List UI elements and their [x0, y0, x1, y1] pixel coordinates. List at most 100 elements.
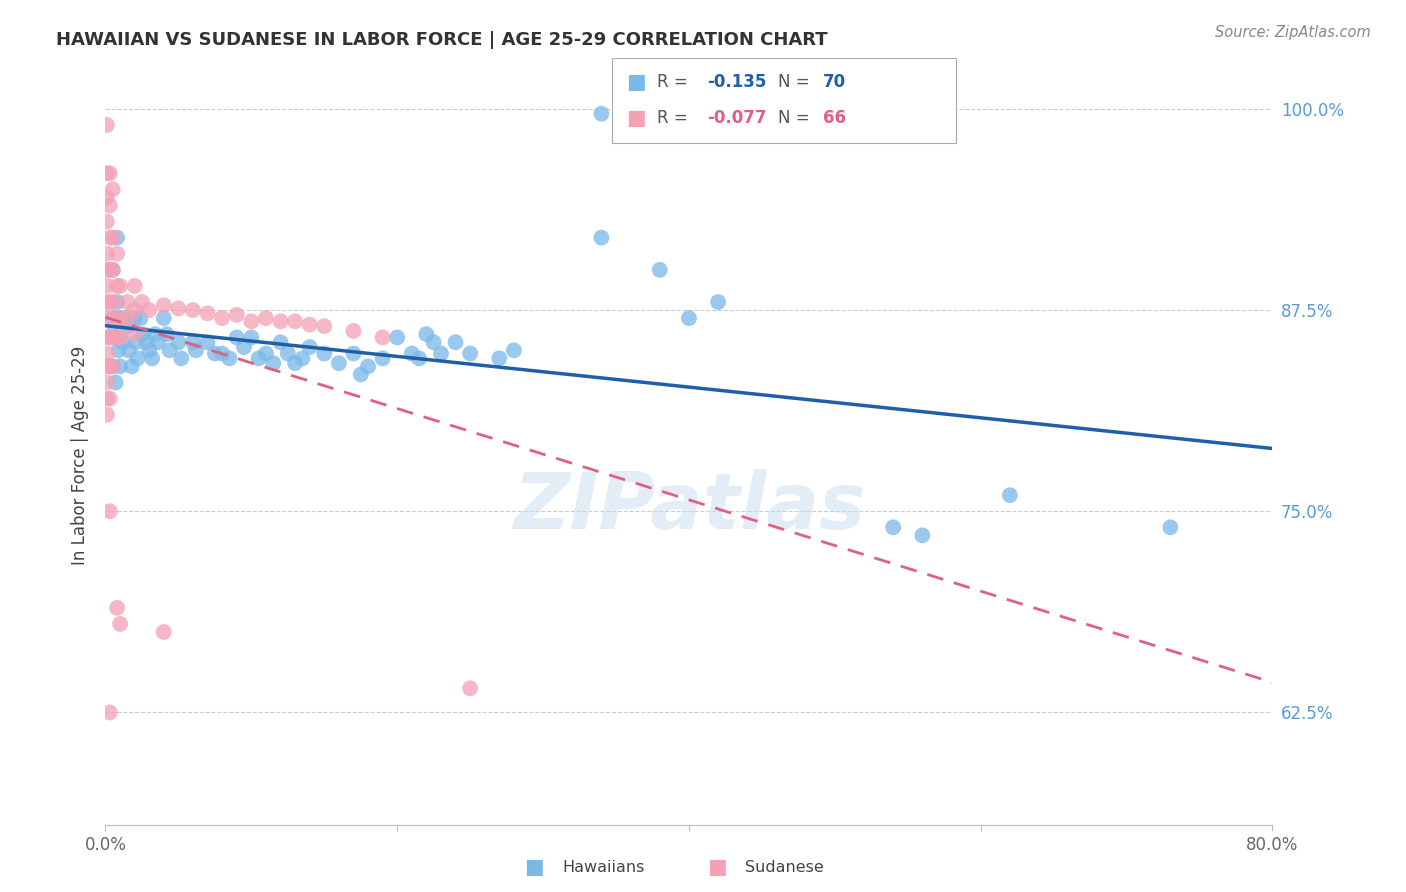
Hawaiians [105, 230, 128, 244]
Hawaiians [101, 327, 124, 342]
Text: R =: R = [657, 109, 693, 127]
Text: HAWAIIAN VS SUDANESE IN LABOR FORCE | AGE 25-29 CORRELATION CHART: HAWAIIAN VS SUDANESE IN LABOR FORCE | AG… [56, 31, 828, 49]
Hawaiians [591, 230, 613, 244]
Sudanese [96, 214, 118, 228]
Hawaiians [385, 330, 409, 344]
Sudanese [96, 246, 118, 260]
Y-axis label: In Labor Force | Age 25-29: In Labor Force | Age 25-29 [72, 345, 90, 565]
Hawaiians [254, 346, 277, 360]
Hawaiians [284, 356, 307, 370]
Hawaiians [503, 343, 526, 358]
Text: ■: ■ [626, 72, 645, 92]
Sudanese [181, 303, 204, 318]
Hawaiians [371, 351, 394, 366]
Text: ■: ■ [524, 857, 544, 877]
Hawaiians [408, 351, 430, 366]
Hawaiians [132, 327, 155, 342]
Hawaiians [415, 327, 437, 342]
Hawaiians [125, 335, 148, 350]
Sudanese [96, 392, 118, 406]
Sudanese [298, 318, 321, 332]
Hawaiians [197, 335, 219, 350]
Sudanese [98, 230, 121, 244]
Hawaiians [129, 311, 152, 326]
Hawaiians [911, 528, 934, 542]
Hawaiians [118, 343, 141, 358]
Hawaiians [291, 351, 314, 366]
Sudanese [458, 681, 481, 696]
Text: -0.077: -0.077 [707, 109, 766, 127]
Text: ■: ■ [707, 857, 727, 877]
Sudanese [167, 301, 190, 316]
Hawaiians [277, 346, 299, 360]
Hawaiians [146, 335, 169, 350]
Hawaiians [156, 327, 179, 342]
Hawaiians [269, 335, 292, 350]
Hawaiians [430, 346, 453, 360]
Sudanese [105, 600, 128, 615]
Hawaiians [101, 311, 124, 326]
Hawaiians [882, 520, 904, 534]
Text: ■: ■ [626, 108, 645, 128]
Hawaiians [240, 330, 263, 344]
Hawaiians [105, 295, 128, 310]
Hawaiians [153, 311, 174, 326]
Sudanese [269, 314, 292, 328]
Text: R =: R = [657, 73, 693, 91]
Hawaiians [707, 295, 730, 310]
Hawaiians [678, 311, 700, 326]
Hawaiians [401, 346, 423, 360]
Sudanese [117, 311, 139, 326]
Hawaiians [314, 346, 336, 360]
Sudanese [105, 279, 128, 293]
Text: ZIPatlas: ZIPatlas [513, 468, 865, 545]
Hawaiians [211, 346, 233, 360]
Text: 70: 70 [823, 73, 845, 91]
Sudanese [197, 306, 219, 320]
Sudanese [96, 118, 118, 132]
Hawaiians [204, 346, 226, 360]
Sudanese [98, 166, 121, 180]
Hawaiians [444, 335, 467, 350]
Hawaiians [170, 351, 193, 366]
Hawaiians [138, 343, 160, 358]
Sudanese [98, 359, 121, 374]
Sudanese [96, 262, 118, 277]
Sudanese [117, 295, 139, 310]
Sudanese [101, 359, 124, 374]
Hawaiians [184, 343, 207, 358]
Hawaiians [488, 351, 510, 366]
Sudanese [124, 279, 146, 293]
Sudanese [225, 308, 247, 322]
Hawaiians [298, 340, 321, 354]
Sudanese [342, 324, 364, 338]
Hawaiians [117, 319, 139, 334]
Hawaiians [262, 356, 284, 370]
Hawaiians [247, 351, 270, 366]
Hawaiians [328, 356, 350, 370]
Sudanese [96, 190, 118, 204]
Hawaiians [350, 368, 373, 382]
Text: -0.135: -0.135 [707, 73, 766, 91]
Sudanese [105, 246, 128, 260]
Text: N =: N = [778, 73, 814, 91]
Sudanese [101, 262, 124, 277]
Text: Source: ZipAtlas.com: Source: ZipAtlas.com [1215, 25, 1371, 40]
Text: Hawaiians: Hawaiians [562, 860, 645, 874]
Hawaiians [591, 106, 613, 120]
Hawaiians [143, 327, 166, 342]
Sudanese [98, 295, 121, 310]
Sudanese [101, 330, 124, 344]
Sudanese [211, 311, 233, 326]
Sudanese [101, 295, 124, 310]
Sudanese [101, 230, 124, 244]
Hawaiians [159, 343, 181, 358]
Hawaiians [233, 340, 256, 354]
Sudanese [98, 392, 121, 406]
Hawaiians [167, 335, 190, 350]
Sudanese [98, 262, 121, 277]
Hawaiians [112, 311, 135, 326]
Sudanese [96, 346, 118, 360]
Sudanese [96, 295, 118, 310]
Sudanese [96, 279, 118, 293]
